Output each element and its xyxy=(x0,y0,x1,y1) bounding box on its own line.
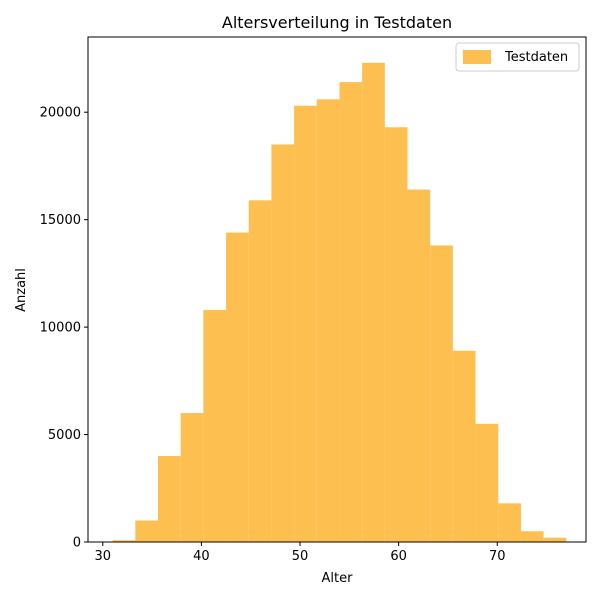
histogram-bar xyxy=(248,200,272,542)
histogram-bar xyxy=(294,105,317,542)
y-tick-label: 0 xyxy=(73,536,81,551)
histogram-bar xyxy=(203,309,227,542)
x-axis-ticks: 30 40 50 60 70 xyxy=(95,542,506,564)
legend-label: Testdaten xyxy=(504,50,568,65)
histogram-bar xyxy=(158,456,181,542)
x-tick-label: 40 xyxy=(193,549,210,564)
histogram-bar xyxy=(226,232,249,542)
histogram-bar xyxy=(135,520,159,542)
histogram-bar xyxy=(452,350,476,542)
histogram-bar xyxy=(362,62,385,543)
histogram-bar xyxy=(498,503,521,542)
histogram-bar xyxy=(271,144,295,542)
plot-frame xyxy=(87,36,587,543)
x-axis-label: Alter xyxy=(322,571,354,586)
histogram-bar xyxy=(520,531,544,542)
y-tick-label: 10000 xyxy=(40,321,81,336)
histogram-bar xyxy=(180,413,204,542)
bar-group xyxy=(112,62,567,543)
y-tick-label: 5000 xyxy=(48,428,81,443)
histogram-bar xyxy=(384,127,408,543)
x-tick-label: 70 xyxy=(489,549,506,564)
histogram-bar xyxy=(430,245,453,542)
y-axis-label: Anzahl xyxy=(14,268,29,312)
x-tick-label: 50 xyxy=(292,549,309,564)
x-tick-label: 30 xyxy=(95,549,112,564)
x-tick-label: 60 xyxy=(390,549,407,564)
histogram-bar xyxy=(543,537,567,542)
histogram-bar xyxy=(112,540,136,542)
y-axis-ticks: 0 5000 10000 15000 20000 xyxy=(40,106,88,551)
legend-swatch xyxy=(463,50,491,64)
histogram-bar xyxy=(475,423,499,542)
histogram-bar xyxy=(316,99,340,542)
y-tick-label: 20000 xyxy=(40,106,81,121)
chart-title: Altersverteilung in Testdaten xyxy=(222,13,452,32)
legend: Testdaten xyxy=(455,42,580,72)
histogram-bar xyxy=(339,82,363,543)
y-tick-label: 15000 xyxy=(40,213,81,228)
histogram-bar xyxy=(407,189,431,542)
